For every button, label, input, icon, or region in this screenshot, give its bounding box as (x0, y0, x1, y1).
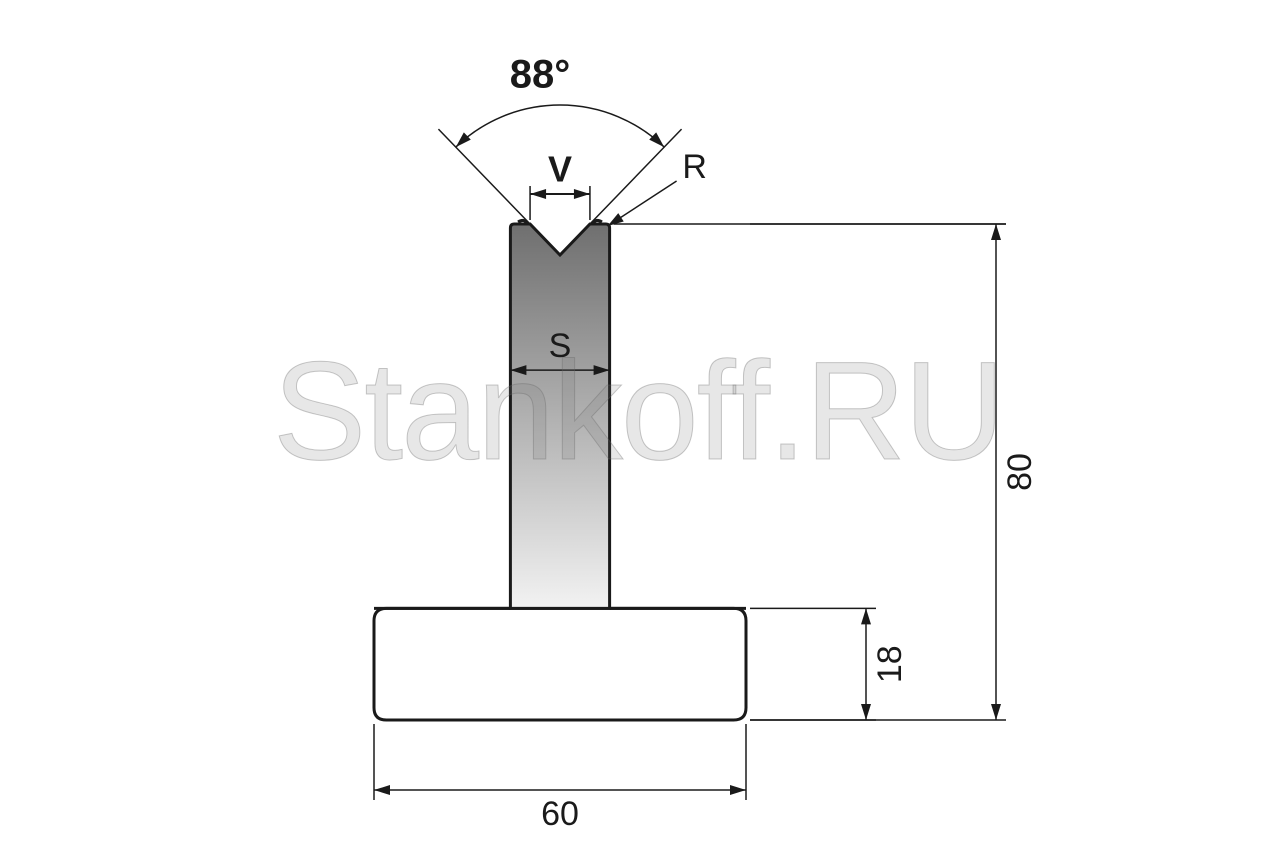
dim-angle-88: 88° (510, 53, 571, 97)
dim-width-60: 60 (541, 795, 579, 833)
dim-height-18: 18 (871, 645, 909, 683)
dim-R: R (682, 148, 707, 186)
dim-S: S (549, 327, 572, 365)
dim-V: V (548, 149, 572, 190)
technical-drawing: 60 18 80 S V 88° R (0, 0, 1276, 850)
dim-height-80: 80 (1001, 453, 1039, 491)
die-profile (374, 220, 746, 720)
